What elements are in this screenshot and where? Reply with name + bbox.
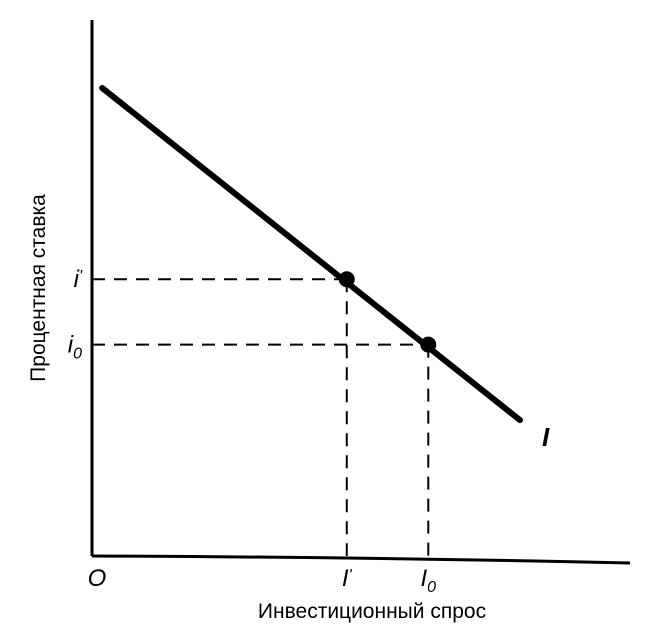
point-0 (338, 271, 355, 288)
x-tick-label-1: I0 (420, 565, 436, 596)
x-axis (91, 554, 631, 565)
x-axis-title: Инвестиционный спрос (258, 600, 486, 623)
y-axis-title: Процентная ставка (27, 194, 50, 382)
series-label-I: I (542, 422, 550, 452)
series-line-0 (99, 85, 523, 424)
point-1 (420, 336, 437, 353)
x-tick-label-0: I' (342, 565, 353, 592)
guide-lines (92, 278, 430, 556)
y-tick-label-0: i' (74, 266, 83, 293)
points-layer (338, 271, 437, 353)
series-layer (99, 85, 523, 424)
origin-label: O (88, 565, 107, 592)
axes (90, 20, 631, 565)
tick-labels: I' I0 i' i0 (68, 266, 436, 596)
y-tick-label-1: i0 (68, 332, 82, 363)
